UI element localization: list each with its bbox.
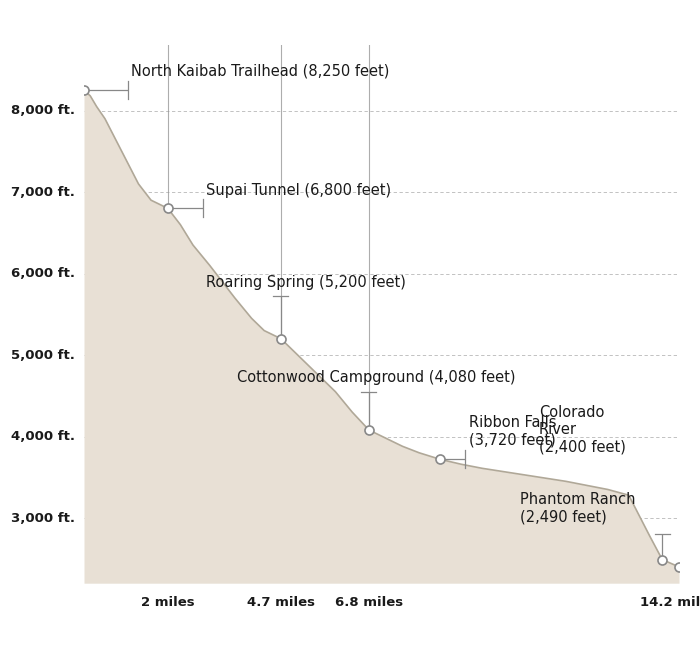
Text: 8,000 ft.: 8,000 ft. [10,104,75,117]
Text: 6.8 miles: 6.8 miles [335,596,403,609]
Text: North Kaibab Trailhead (8,250 feet): North Kaibab Trailhead (8,250 feet) [131,64,389,79]
Text: 2 miles: 2 miles [141,596,195,609]
Text: 3,000 ft.: 3,000 ft. [10,511,75,524]
Text: Cottonwood Campground (4,080 feet): Cottonwood Campground (4,080 feet) [237,370,515,385]
Text: 14.2 miles: 14.2 miles [640,596,700,609]
Text: Ribbon Falls
(3,720 feet): Ribbon Falls (3,720 feet) [469,415,556,447]
Text: 5,000 ft.: 5,000 ft. [11,349,75,362]
Text: 4.7 miles: 4.7 miles [247,596,315,609]
Text: Colorado
River
(2,400 feet): Colorado River (2,400 feet) [538,404,626,454]
Text: Roaring Spring (5,200 feet): Roaring Spring (5,200 feet) [206,275,405,290]
Text: Phantom Ranch
(2,490 feet): Phantom Ranch (2,490 feet) [520,492,636,524]
Text: 6,000 ft.: 6,000 ft. [10,267,75,280]
Text: 7,000 ft.: 7,000 ft. [11,185,75,198]
Text: Supai Tunnel (6,800 feet): Supai Tunnel (6,800 feet) [206,183,391,198]
Text: 4,000 ft.: 4,000 ft. [10,430,75,443]
